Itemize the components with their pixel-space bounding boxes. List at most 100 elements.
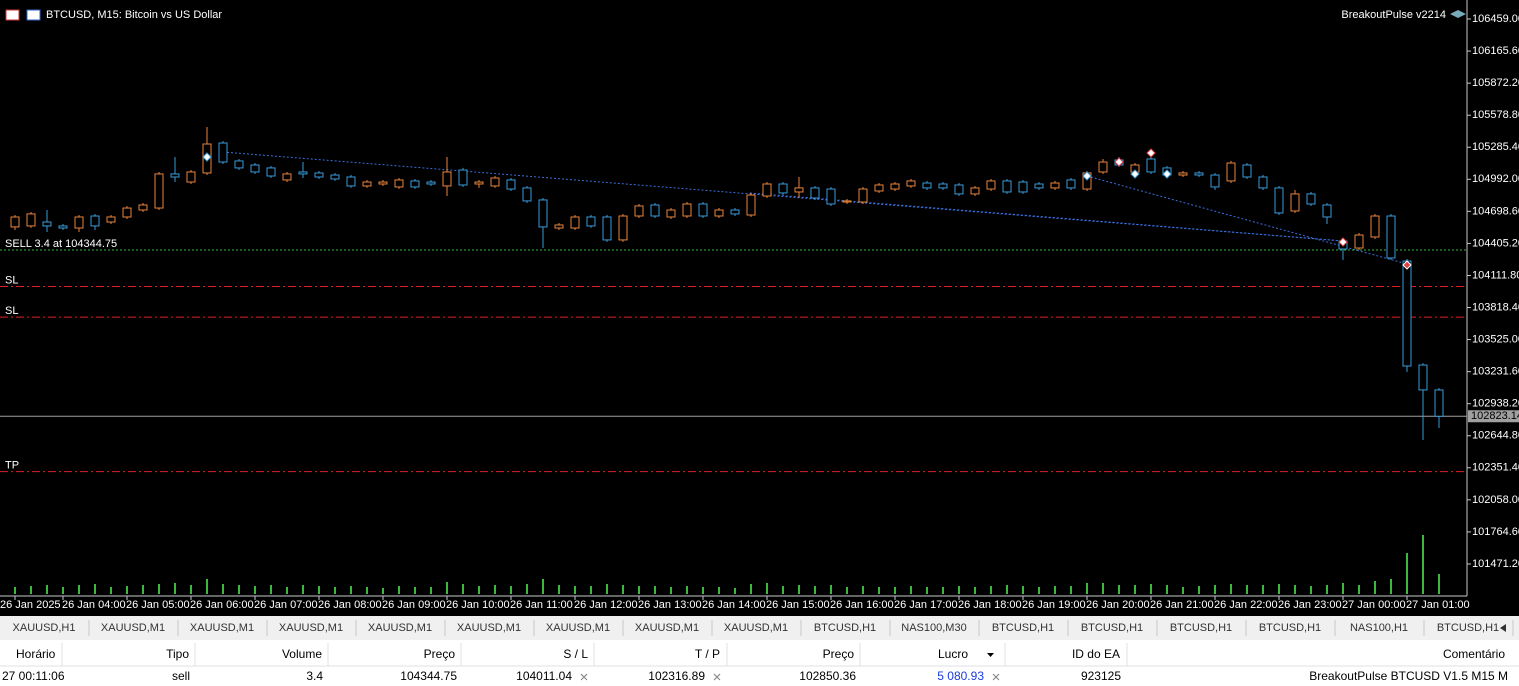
candle-body <box>602 216 612 241</box>
y-tick-label: 105578.80 <box>1472 109 1519 121</box>
candle-body <box>154 173 164 209</box>
candle-body <box>298 171 308 175</box>
tab[interactable]: XAUUSD,M1 <box>724 622 788 634</box>
y-tick-label: 106459.00 <box>1472 13 1519 25</box>
chart-layer: 106459.00 106165.60 105872.20 105578.80 1052… <box>0 13 1519 611</box>
trade-marker <box>1082 171 1092 181</box>
column-header[interactable]: Preço <box>424 647 456 661</box>
candle-body <box>186 171 196 183</box>
trade-marker <box>202 152 212 162</box>
tab[interactable]: BTCUSD,H1 <box>992 622 1054 634</box>
candle-body <box>874 184 884 192</box>
tab[interactable]: BTCUSD,H1 <box>1437 622 1499 634</box>
remove-tp[interactable] <box>713 673 721 681</box>
candle-body <box>1386 215 1396 259</box>
x-tick-label: 26 Jan 18:00 <box>958 599 1022 611</box>
trade-lines <box>222 151 1408 265</box>
tab[interactable]: BTCUSD,H1 <box>1259 622 1321 634</box>
order-level-label: SELL 3.4 at 104344.75 <box>5 238 117 250</box>
column-header[interactable]: Volume <box>282 647 322 661</box>
x-tick-label: 26 Jan 14:00 <box>702 599 766 611</box>
candle-body <box>346 176 356 187</box>
trade-marker <box>1114 157 1124 167</box>
y-tick-label: 105285.40 <box>1472 141 1519 153</box>
chart-background <box>0 0 1519 616</box>
candle-body <box>1322 204 1332 218</box>
candle-body <box>714 209 724 217</box>
candle-body <box>234 160 244 169</box>
cell: 102316.89 <box>648 669 705 683</box>
remove-sl[interactable] <box>580 673 588 681</box>
order-level-label: TP <box>5 459 19 471</box>
candle-body <box>218 142 228 163</box>
tab[interactable]: BTCUSD,H1 <box>814 622 876 634</box>
column-header[interactable]: Lucro <box>938 647 968 661</box>
candle-body <box>698 203 708 217</box>
tab[interactable]: XAUUSD,M1 <box>279 622 343 634</box>
column-header[interactable]: Horário <box>16 647 56 661</box>
candle-body <box>1194 172 1204 176</box>
tab[interactable]: XAUUSD,M1 <box>190 622 254 634</box>
x-tick-label: 27 Jan 01:00 <box>1406 599 1470 611</box>
x-tick-label: 26 Jan 07:00 <box>254 599 318 611</box>
y-tick-label: 102644.80 <box>1472 430 1519 442</box>
column-header[interactable]: S / L <box>563 647 588 661</box>
y-tick-label: 102938.20 <box>1472 398 1519 410</box>
tab[interactable]: NAS100,H1 <box>1350 622 1408 634</box>
y-tick-label: 104405.20 <box>1472 237 1519 249</box>
candle-body <box>426 181 436 185</box>
candle-body <box>138 204 148 211</box>
x-tick-label: 26 Jan 06:00 <box>190 599 254 611</box>
y-tick-label: 103525.00 <box>1472 333 1519 345</box>
column-header[interactable]: ID do EA <box>1072 647 1120 661</box>
column-header[interactable]: Tipo <box>166 647 189 661</box>
tab[interactable]: BTCUSD,H1 <box>1170 622 1232 634</box>
x-tick-label: 26 Jan 19:00 <box>1022 599 1086 611</box>
tab[interactable]: XAUUSD,M1 <box>635 622 699 634</box>
candle-body <box>1066 179 1076 189</box>
x-tick-label: 26 Jan 15:00 <box>766 599 830 611</box>
candle-body <box>842 200 852 203</box>
candle-body <box>458 169 468 186</box>
candle-body <box>410 180 420 188</box>
tab[interactable]: BTCUSD,H1 <box>1081 622 1143 634</box>
tab-scroll-left[interactable] <box>1500 624 1506 632</box>
candle-body <box>938 183 948 189</box>
candle-body <box>1018 181 1028 193</box>
candle-body <box>170 173 180 178</box>
column-header[interactable]: Comentário <box>1443 647 1505 661</box>
x-tick-label: 26 Jan 21:00 <box>1150 599 1214 611</box>
tab[interactable]: XAUUSD,M1 <box>457 622 521 634</box>
tab[interactable]: XAUUSD,M1 <box>546 622 610 634</box>
tab[interactable]: NAS100,M30 <box>901 622 966 634</box>
candle-body <box>746 194 756 216</box>
tab[interactable]: XAUUSD,M1 <box>101 622 165 634</box>
order-level-label: SL <box>5 305 18 317</box>
candle-body <box>90 215 100 227</box>
candle-body <box>474 181 484 185</box>
trade-marker <box>1402 260 1412 270</box>
close-position[interactable] <box>992 673 1000 681</box>
candle-body <box>362 181 372 187</box>
candle-body <box>10 216 20 228</box>
y-tick-label: 106165.60 <box>1472 45 1519 57</box>
candle-body <box>650 204 660 217</box>
candle-body <box>506 179 516 190</box>
trade-table <box>0 640 1519 686</box>
cell-profit: 5 080.93 <box>937 669 984 683</box>
candle-body <box>522 187 532 202</box>
close-icons <box>580 673 1000 681</box>
x-tick-label: 26 Jan 04:00 <box>62 599 126 611</box>
last-price-label: 102823.14 <box>1471 410 1519 422</box>
tab[interactable]: XAUUSD,M1 <box>368 622 432 634</box>
last-price-box <box>1468 410 1519 423</box>
candle-body <box>922 182 932 189</box>
column-header[interactable]: Preço <box>823 647 855 661</box>
x-tick-label: 26 Jan 22:00 <box>1214 599 1278 611</box>
trade-marker <box>1146 148 1156 158</box>
tab[interactable]: XAUUSD,H1 <box>13 622 76 634</box>
candle-body <box>858 188 868 203</box>
x-tick-label: 26 Jan 11:00 <box>510 599 573 611</box>
candle-body <box>1274 187 1284 214</box>
column-header[interactable]: T / P <box>695 647 720 661</box>
